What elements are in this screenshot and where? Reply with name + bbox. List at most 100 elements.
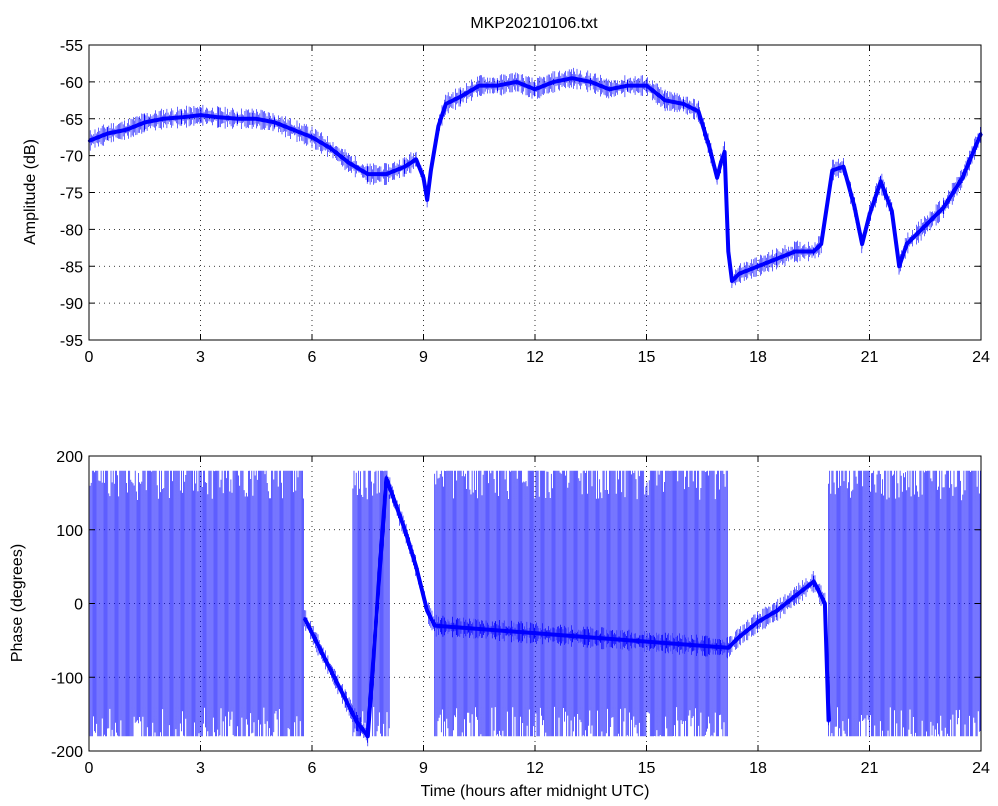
amplitude-data-point [879, 180, 882, 183]
amplitude-data-point [273, 121, 276, 124]
phase-data-point [433, 624, 436, 627]
amplitude-data-point [715, 176, 719, 179]
amplitude-data-point [426, 198, 429, 202]
phase-x-tick-label: 3 [196, 760, 205, 777]
amplitude-data-point [143, 121, 146, 124]
phase-data-point [310, 631, 314, 635]
phase-data-point [727, 646, 730, 649]
amplitude-data-point [552, 80, 555, 84]
amplitude-data-point [626, 84, 630, 87]
amplitude-trace [87, 67, 983, 288]
phase-data-point [333, 676, 336, 679]
amplitude-data-point [106, 132, 109, 135]
amplitude-data-point [251, 117, 254, 121]
phase-ticks: 0 3 6 9 12 15 18 21 24 200 100 0 -100 -200 [51, 449, 990, 777]
phase-x-tick-label: 21 [861, 760, 879, 777]
phase-data-point [414, 565, 418, 568]
amplitude-data-point [645, 84, 648, 87]
amplitude-data-point [199, 113, 202, 117]
phase-data-point [756, 620, 760, 624]
amplitude-x-tick-label: 24 [972, 349, 990, 366]
amplitude-data-point [589, 80, 592, 84]
amplitude-ticks: 0 3 6 9 12 15 18 21 24 -55 -60 -65 -70 -75 -80 -85 -90 -9… [60, 38, 990, 366]
amplitude-data-point [942, 206, 945, 209]
phase-data-point [823, 602, 827, 605]
amplitude-data-point [812, 250, 815, 253]
phase-data-point [794, 594, 797, 598]
amplitude-data-point [663, 99, 667, 102]
amplitude-data-point [125, 128, 128, 131]
amplitude-data-point [727, 250, 730, 253]
phase-wrapped-band [434, 470, 728, 737]
amplitude-data-point [255, 117, 258, 121]
amplitude-data-point [310, 136, 314, 139]
amplitude-grid [89, 45, 981, 340]
phase-data-point [403, 528, 407, 531]
amplitude-data-point [366, 172, 369, 176]
amplitude-panel: 0 3 6 9 12 15 18 21 24 -55 -60 -65 -70 -75 -80 -85 -90 -9… [22, 38, 990, 366]
amplitude-data-point [459, 95, 462, 98]
amplitude-data-point [236, 117, 239, 121]
amplitude-data-point [756, 265, 760, 268]
amplitude-data-point [682, 102, 685, 106]
phase-y-tick-label: -100 [51, 670, 83, 687]
amplitude-data-point [571, 77, 574, 80]
phase-y-label: Phase (degrees) [9, 544, 26, 662]
amplitude-data-point [533, 88, 537, 91]
phase-x-tick-label: 24 [972, 760, 990, 777]
amplitude-data-point [738, 272, 741, 275]
amplitude-data-point [853, 206, 856, 209]
amplitude-data-point [437, 124, 440, 128]
phase-panel: 0 3 6 9 12 15 18 21 24 200 100 0 -100 -200 Phase (deg… [9, 449, 990, 800]
phase-data-point [812, 580, 815, 583]
amplitude-y-tick-label: -70 [60, 149, 83, 166]
amplitude-data-point [217, 116, 221, 119]
amplitude-data-point [860, 242, 864, 246]
amplitude-y-tick-label: -85 [60, 259, 83, 276]
amplitude-data-point [515, 80, 518, 84]
phase-y-tick-label: 0 [74, 597, 83, 614]
amplitude-data-point [414, 158, 418, 161]
phase-x-tick-label: 0 [85, 760, 94, 777]
phase-x-tick-label: 12 [526, 760, 544, 777]
phase-data-point [775, 609, 778, 613]
phase-x-tick-label: 18 [749, 760, 767, 777]
amplitude-data-point [794, 250, 797, 253]
amplitude-data-point [478, 84, 481, 87]
amplitude-data-point [422, 176, 425, 179]
amplitude-data-point [868, 213, 871, 216]
amplitude-data-point [898, 265, 901, 268]
phase-x-label: Time (hours after midnight UTC) [421, 783, 650, 800]
amplitude-data-point [496, 84, 499, 87]
phase-y-tick-label: 200 [56, 449, 83, 466]
amplitude-data-point [730, 279, 734, 283]
amplitude-data-point [348, 161, 351, 165]
amplitude-x-tick-label: 21 [861, 349, 879, 366]
phase-x-tick-label: 6 [308, 760, 317, 777]
amplitude-y-tick-label: -65 [60, 112, 83, 129]
amplitude-data-point [905, 242, 908, 246]
amplitude-data-point [708, 147, 711, 150]
phase-x-tick-label: 15 [638, 760, 656, 777]
phase-data-point [738, 635, 741, 638]
phase-data-point [426, 609, 429, 613]
amplitude-data-point [697, 110, 700, 113]
amplitude-data-point [719, 161, 722, 165]
amplitude-data-point [444, 102, 447, 106]
amplitude-data-point [329, 147, 332, 150]
amplitude-y-tick-label: -90 [60, 296, 83, 313]
phase-y-tick-label: -200 [51, 744, 83, 761]
amplitude-data-point [162, 117, 165, 121]
amplitude-data-point [608, 88, 611, 91]
amplitude-y-tick-label: -60 [60, 75, 83, 92]
amplitude-data-point [180, 116, 184, 119]
amplitude-x-tick-label: 9 [419, 349, 428, 366]
amplitude-x-tick-label: 15 [638, 349, 656, 366]
amplitude-data-point [842, 165, 845, 168]
amplitude-data-point [924, 224, 927, 227]
phase-data-point [366, 735, 369, 738]
amplitude-data-point [775, 257, 778, 261]
amplitude-x-tick-label: 12 [526, 349, 544, 366]
phase-data-point [321, 653, 325, 657]
